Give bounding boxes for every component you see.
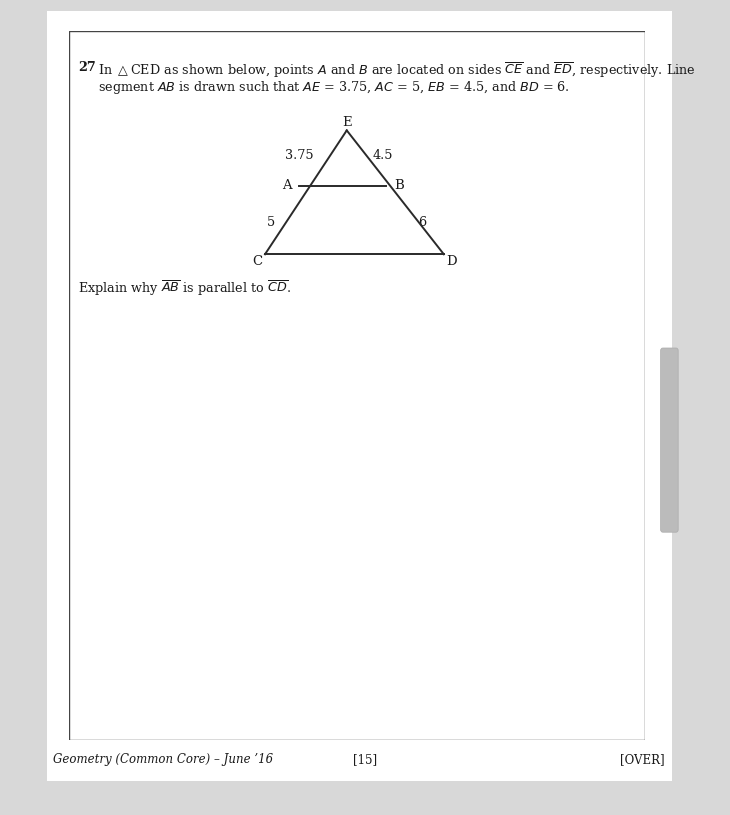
Text: 6: 6 xyxy=(418,216,426,228)
Text: 4.5: 4.5 xyxy=(372,148,393,161)
Text: E: E xyxy=(342,117,352,130)
Text: [15]: [15] xyxy=(353,753,377,766)
Text: 27: 27 xyxy=(78,61,96,74)
Text: Geometry (Common Core) – June ’16: Geometry (Common Core) – June ’16 xyxy=(53,753,273,766)
Text: In $\triangle$CED as shown below, points $A$ and $B$ are located on sides $\over: In $\triangle$CED as shown below, points… xyxy=(98,61,696,81)
Text: D: D xyxy=(446,255,457,268)
Text: 5: 5 xyxy=(267,216,275,228)
Text: A: A xyxy=(282,179,291,192)
Text: Explain why $\overline{AB}$ is parallel to $\overline{CD}$.: Explain why $\overline{AB}$ is parallel … xyxy=(78,279,291,298)
Text: B: B xyxy=(394,179,404,192)
Text: segment $AB$ is drawn such that $AE$ = 3.75, $AC$ = 5, $EB$ = 4.5, and $BD$ = 6.: segment $AB$ is drawn such that $AE$ = 3… xyxy=(98,79,569,96)
Text: C: C xyxy=(253,255,262,268)
Text: 3.75: 3.75 xyxy=(285,148,313,161)
Text: [OVER]: [OVER] xyxy=(620,753,664,766)
